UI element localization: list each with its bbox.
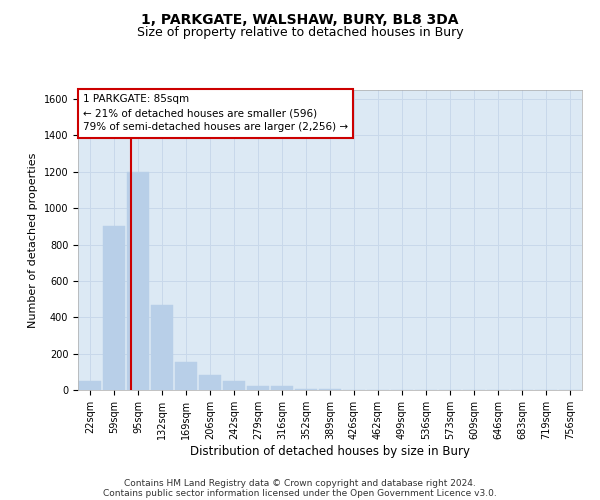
Bar bbox=[247, 386, 269, 390]
Bar bbox=[223, 381, 245, 390]
Bar bbox=[151, 304, 173, 390]
Text: 1, PARKGATE, WALSHAW, BURY, BL8 3DA: 1, PARKGATE, WALSHAW, BURY, BL8 3DA bbox=[141, 12, 459, 26]
Text: Contains public sector information licensed under the Open Government Licence v3: Contains public sector information licen… bbox=[103, 488, 497, 498]
Bar bbox=[319, 389, 341, 390]
Text: Size of property relative to detached houses in Bury: Size of property relative to detached ho… bbox=[137, 26, 463, 39]
Bar bbox=[103, 226, 125, 390]
Bar bbox=[175, 362, 197, 390]
Bar bbox=[79, 381, 101, 390]
Y-axis label: Number of detached properties: Number of detached properties bbox=[28, 152, 38, 328]
Text: Contains HM Land Registry data © Crown copyright and database right 2024.: Contains HM Land Registry data © Crown c… bbox=[124, 478, 476, 488]
Bar bbox=[199, 374, 221, 390]
Bar bbox=[295, 389, 317, 390]
Text: 1 PARKGATE: 85sqm
← 21% of detached houses are smaller (596)
79% of semi-detache: 1 PARKGATE: 85sqm ← 21% of detached hous… bbox=[83, 94, 348, 132]
X-axis label: Distribution of detached houses by size in Bury: Distribution of detached houses by size … bbox=[190, 444, 470, 458]
Bar bbox=[127, 172, 149, 390]
Bar bbox=[271, 386, 293, 390]
